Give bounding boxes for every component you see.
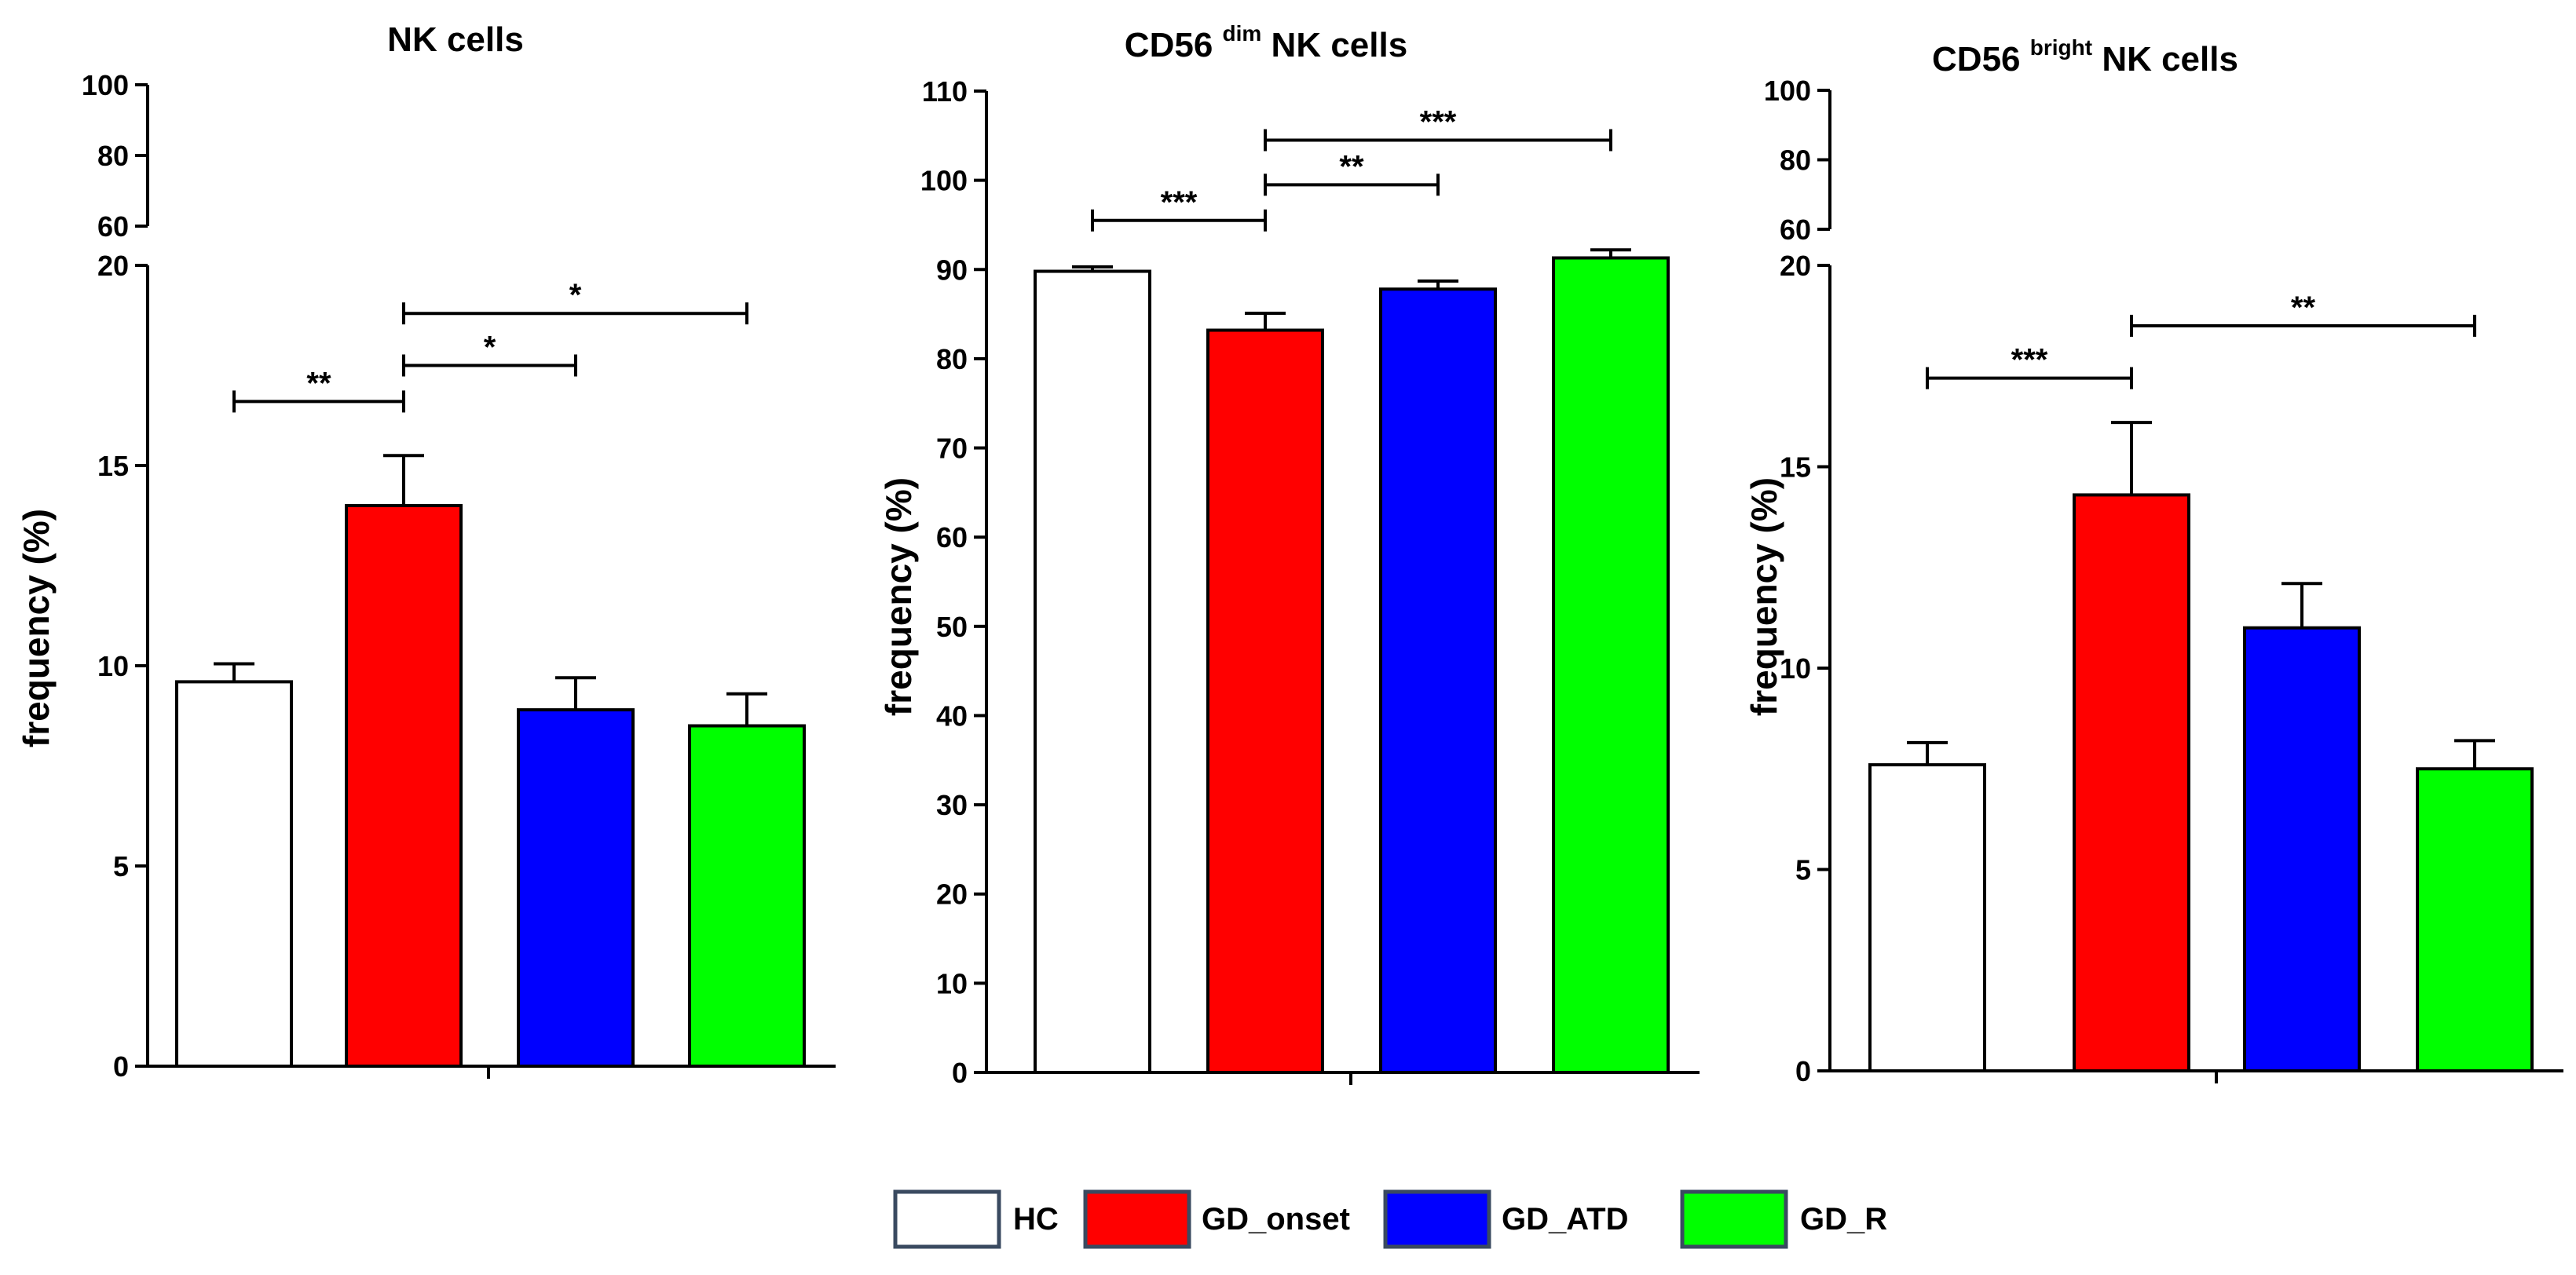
significance-label: ** [2291,290,2316,325]
panel-title-rest: NK cells [2102,40,2238,79]
y-tick-label: 10 [1780,652,1811,685]
panel-cd56dim-nk-cells: CD56 dim NK cells frequency (%) 0 10 20 30 4… [878,10,1700,1089]
bar-hc [175,680,293,1069]
legend-swatch-hc [893,1189,1001,1249]
significance-label: * [484,331,496,365]
legend: HC GD_onset GD_ATD GD_R [893,1189,1887,1249]
y-tick-label: 60 [936,521,968,553]
bar-gd-atd [517,708,635,1068]
legend-swatch-gd-atd [1383,1189,1491,1249]
y-tick-label: 0 [1795,1055,1811,1087]
y-axis-label: frequency (%) [16,509,57,747]
significance-label: *** [2011,343,2048,378]
panel-title: CD56 dim NK cells [1125,10,1407,64]
y-tick-label: 100 [82,69,129,101]
y-tick-label: 50 [936,611,968,643]
y-tick-label: 110 [922,75,968,108]
y-axis-label: frequency (%) [878,477,919,716]
y-tick-label: 60 [97,210,129,243]
panel-title: CD56 bright NK cells [1932,24,2238,79]
panel-nk-cells: NK cells frequency (%) 051015206080100**… [16,20,836,1083]
bar-gd-atd [1379,287,1497,1075]
bar-gd-r [2416,767,2534,1072]
panel-cd56bright-nk-cells: CD56 bright NK cells frequency (%) 0 5 10 1… [1744,24,2563,1087]
y-tick-label: 15 [97,450,129,482]
panel-title: NK cells [387,20,524,59]
y-tick-label: 0 [952,1057,968,1089]
bar-gd-r [688,724,806,1068]
y-tick-label: 30 [936,789,968,821]
bar-hc [1868,763,1986,1072]
panel-title-superscript: bright [2030,35,2092,60]
y-tick-label: 90 [936,254,968,286]
legend-label-gd-r: GD_R [1800,1202,1887,1237]
y-tick-label: 100 [920,165,968,197]
y-tick-label: 5 [1795,854,1811,886]
significance-label: ** [1339,149,1364,184]
y-tick-label: 40 [936,700,968,732]
legend-label-gd-onset: GD_onset [1202,1202,1350,1237]
y-tick-label: 10 [97,650,129,682]
significance-label: *** [1420,105,1457,140]
y-tick-label: 20 [1780,250,1811,282]
y-tick-label: 5 [113,850,129,882]
bar-gd-onset [1206,328,1324,1074]
legend-swatch-gd-onset [1083,1189,1191,1249]
legend-label-gd-atd: GD_ATD [1502,1202,1628,1237]
panel-title-rest: NK cells [1272,26,1408,64]
bar-gd-onset [345,504,463,1068]
panel-title-main: CD56 [1125,26,1213,64]
y-tick-label: 20 [936,879,968,911]
y-axis-label: frequency (%) [1744,477,1784,716]
significance-label: *** [1161,185,1198,220]
y-tick-label: 70 [936,433,968,465]
y-tick-label: 80 [1780,144,1811,177]
panel-title-superscript: dim [1223,21,1262,46]
y-tick-label: 100 [1764,75,1811,107]
y-tick-label: 80 [936,343,968,375]
bar-gd-onset [2073,493,2190,1072]
y-tick-label: 60 [1780,214,1811,246]
bar-gd-r [1552,256,1670,1074]
y-tick-label: 10 [936,967,968,999]
significance-label: * [569,278,582,312]
y-tick-label: 15 [1780,451,1811,484]
y-tick-label: 80 [97,140,129,172]
y-tick-label: 0 [113,1050,129,1083]
bar-gd-atd [2243,626,2361,1072]
panel-title-main: NK cells [387,20,524,59]
y-tick-label: 20 [97,250,129,282]
significance-label: ** [306,366,331,400]
bar-hc [1034,269,1151,1074]
legend-label-hc: HC [1013,1202,1059,1237]
panel-title-main: CD56 [1932,40,2021,79]
legend-swatch-gd-r [1680,1189,1788,1249]
